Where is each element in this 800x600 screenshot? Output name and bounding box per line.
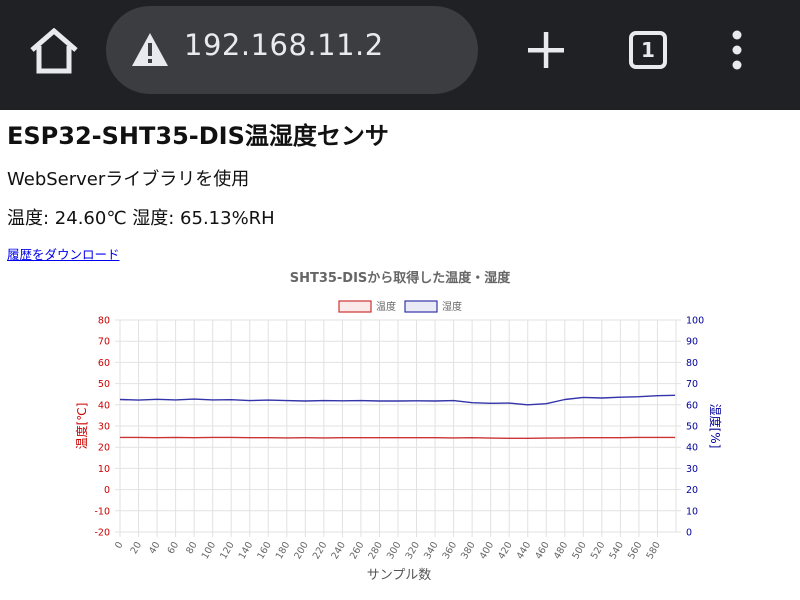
x-tick-label: 240 bbox=[329, 540, 348, 561]
x-tick-label: 580 bbox=[644, 540, 663, 561]
x-tick-label: 420 bbox=[496, 540, 515, 561]
x-tick-label: 460 bbox=[533, 540, 552, 561]
x-tick-label: 140 bbox=[237, 540, 256, 561]
x-tick-label: 500 bbox=[570, 540, 589, 561]
menu-button[interactable] bbox=[726, 28, 748, 74]
legend-label-humidity: 湿度 bbox=[442, 300, 462, 313]
right-tick-label: 40 bbox=[686, 443, 698, 454]
x-tick-label: 180 bbox=[274, 540, 293, 561]
tab-switcher-button[interactable]: 1 bbox=[628, 30, 668, 70]
x-tick-label: 260 bbox=[348, 540, 367, 561]
x-tick-label: 540 bbox=[607, 540, 626, 561]
x-tick-label: 20 bbox=[129, 540, 145, 556]
left-tick-label: 20 bbox=[98, 443, 110, 454]
x-tick-label: 0 bbox=[113, 540, 126, 551]
plus-icon bbox=[528, 32, 564, 68]
chart-legend: 温度 湿度 bbox=[338, 300, 462, 313]
chart-grid bbox=[115, 319, 681, 537]
tab-switcher-icon bbox=[629, 31, 667, 69]
right-tick-label: 10 bbox=[686, 506, 698, 517]
right-tick-label: 90 bbox=[686, 337, 698, 348]
x-tick-label: 360 bbox=[441, 540, 460, 561]
temperature-humidity-chart: SHT35-DISから取得した温度・湿度 温度 湿度 80 70 60 50 40 30 2… bbox=[74, 270, 723, 583]
x-tick-label: 40 bbox=[147, 540, 163, 556]
url-text[interactable]: 192.168.11.2 bbox=[184, 28, 384, 62]
left-tick-label: 10 bbox=[98, 464, 110, 475]
left-tick-label: -20 bbox=[94, 528, 110, 539]
x-tick-label: 440 bbox=[515, 540, 534, 561]
chart-series bbox=[119, 394, 676, 440]
x-tick-label: 60 bbox=[166, 540, 182, 556]
x-tick-label: 320 bbox=[404, 540, 423, 561]
left-tick-label: 70 bbox=[98, 337, 110, 348]
x-tick-label: 340 bbox=[422, 540, 441, 561]
left-tick-label: 80 bbox=[98, 316, 110, 327]
y-axis-right-label: 湿度[%] bbox=[708, 404, 723, 449]
home-button[interactable] bbox=[28, 27, 80, 74]
x-tick-label: 560 bbox=[626, 540, 645, 561]
left-tick-label: 30 bbox=[98, 422, 110, 433]
legend-item-temperature[interactable]: 温度 bbox=[338, 300, 396, 313]
x-axis-ticks: 0 20 40 60 80 100 120 140 160 180 200 220 240 260 280 3… bbox=[113, 540, 663, 561]
browser-toolbar: 192.168.11.2 1 bbox=[0, 0, 800, 110]
x-tick-label: 100 bbox=[200, 540, 219, 561]
new-tab-button[interactable] bbox=[526, 30, 566, 70]
warning-icon[interactable] bbox=[130, 30, 170, 70]
chart-title: SHT35-DISから取得した温度・湿度 bbox=[290, 270, 512, 286]
humidity-series-line bbox=[119, 394, 676, 406]
temperature-series-line bbox=[120, 436, 676, 440]
x-tick-label: 400 bbox=[478, 540, 497, 561]
left-tick-label: 60 bbox=[98, 358, 110, 369]
x-tick-label: 480 bbox=[552, 540, 571, 561]
right-tick-label: 30 bbox=[686, 464, 698, 475]
x-tick-label: 380 bbox=[459, 540, 478, 561]
left-tick-label: -10 bbox=[94, 506, 110, 517]
tab-count: 1 bbox=[641, 38, 655, 62]
x-tick-label: 120 bbox=[218, 540, 237, 561]
left-tick-label: 0 bbox=[104, 485, 110, 496]
legend-item-humidity[interactable]: 湿度 bbox=[404, 300, 462, 313]
right-tick-label: 100 bbox=[686, 316, 704, 327]
address-bar[interactable]: 192.168.11.2 bbox=[106, 6, 478, 94]
x-tick-label: 200 bbox=[292, 540, 311, 561]
download-history-link[interactable]: 履歴をダウンロード bbox=[7, 247, 120, 262]
right-tick-label: 70 bbox=[686, 379, 698, 390]
right-tick-label: 80 bbox=[686, 358, 698, 369]
legend-label-temperature: 温度 bbox=[376, 300, 396, 313]
x-tick-label: 280 bbox=[366, 540, 385, 561]
right-tick-label: 60 bbox=[686, 400, 698, 411]
left-tick-label: 50 bbox=[98, 379, 110, 390]
left-tick-label: 40 bbox=[98, 400, 110, 411]
right-tick-label: 50 bbox=[686, 422, 698, 433]
more-vert-icon bbox=[732, 30, 742, 70]
x-tick-label: 220 bbox=[311, 540, 330, 561]
y-axis-left-label: 温度[℃] bbox=[74, 403, 89, 450]
page-title: ESP32-SHT35-DIS温湿度センサ bbox=[7, 122, 389, 150]
page-subtitle: WebServerライブラリを使用 bbox=[7, 169, 250, 190]
x-tick-label: 80 bbox=[184, 540, 200, 556]
right-tick-label: 0 bbox=[686, 528, 692, 539]
x-axis-label: サンプル数 bbox=[367, 568, 432, 583]
x-tick-label: 300 bbox=[385, 540, 404, 561]
x-tick-label: 520 bbox=[589, 540, 608, 561]
x-tick-label: 160 bbox=[255, 540, 274, 561]
sensor-reading: 温度: 24.60℃ 湿度: 65.13%RH bbox=[7, 208, 275, 229]
home-icon bbox=[30, 27, 78, 74]
left-axis-ticks: 80 70 60 50 40 30 20 10 0 -10 -20 bbox=[94, 316, 110, 539]
right-tick-label: 20 bbox=[686, 485, 698, 496]
